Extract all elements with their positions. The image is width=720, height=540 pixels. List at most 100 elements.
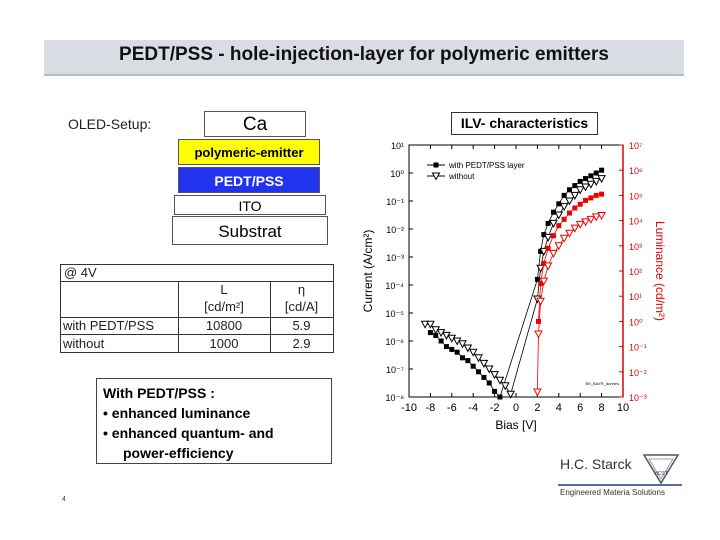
legend-label: with PEDT/PSS layer (448, 161, 525, 170)
summary-box: With PEDT/PSS : • enhanced luminance • e… (96, 378, 332, 464)
data-point (495, 376, 505, 385)
data-point (541, 260, 547, 266)
y-tick-label-left: 10⁻² (386, 225, 404, 235)
x-tick-label: 10 (617, 402, 629, 414)
data-point (538, 248, 544, 254)
data-point (545, 245, 551, 251)
data-point (420, 320, 430, 329)
layer-ca: Ca (204, 111, 306, 137)
data-point (543, 262, 553, 271)
logo-triangle-icon (642, 454, 680, 485)
table-col1-unit: [cd/m²] (204, 299, 244, 314)
page-number: 4 (62, 496, 66, 503)
summary-heading: With PEDT/PSS : (103, 385, 215, 401)
data-point (534, 330, 543, 339)
y-tick-label-left: 10⁻³ (386, 253, 404, 263)
data-point (534, 276, 540, 282)
data-point (500, 382, 510, 391)
data-point (591, 177, 601, 186)
y-tick-label-right: 10⁻³ (629, 393, 647, 403)
chart-title: ILV- characteristics (451, 112, 598, 135)
y-axis-title-right: Luminance (cd/m²) (653, 221, 667, 321)
table-row-label: without (63, 336, 105, 351)
data-point (581, 183, 590, 192)
data-point (570, 191, 580, 200)
y-tick-label-left: 10⁰ (390, 169, 404, 179)
table-row-l: 10800 (205, 318, 243, 333)
table-col2-symbol: η (297, 282, 306, 297)
data-point (554, 242, 564, 251)
data-point (460, 355, 465, 361)
data-point (593, 192, 599, 198)
data-point (581, 218, 590, 227)
data-point (476, 369, 482, 375)
data-point (586, 180, 596, 189)
data-point (572, 205, 578, 211)
data-point (454, 349, 460, 355)
x-tick-label: -4 (468, 402, 478, 414)
data-point (497, 394, 503, 400)
data-point (575, 220, 585, 229)
x-tick-label: 4 (556, 402, 562, 414)
legend-marker-triangle (431, 172, 441, 181)
y-tick-label-left: 10⁻⁸ (385, 393, 404, 403)
data-point (427, 330, 433, 336)
data-point (593, 170, 599, 176)
data-point (599, 167, 605, 173)
x-tick-label: -6 (447, 402, 457, 414)
ilv-chart: -10 -8 -6 -4 -2 0 2 4 6 8 10 10¹ 10⁰ 10⁻¹ 10⁻² 10⁻³ 10⁻⁴… (361, 141, 667, 432)
summary-bullet-continuation: power-efficiency (123, 445, 234, 461)
data-point (536, 297, 545, 306)
x-tick-label: 8 (599, 402, 605, 414)
performance-table: @ 4V L [cd/m²] η [cd/A] with PEDT/PSS 10… (60, 264, 334, 353)
data-point (545, 220, 551, 226)
data-point (586, 215, 596, 224)
data-point (538, 281, 544, 287)
layer-pedt-pss: PEDT/PSS (178, 167, 320, 193)
data-point (588, 195, 594, 201)
data-point (556, 201, 562, 207)
y-tick-label-right: 10³ (629, 242, 642, 252)
y-tick-label-left: 10¹ (391, 141, 404, 151)
data-point (479, 359, 489, 368)
data-point (599, 191, 605, 197)
data-point (572, 183, 578, 189)
data-point (556, 223, 562, 229)
x-axis-title: Bias [V] (495, 418, 536, 432)
data-point (567, 210, 572, 216)
y-tick-label-right: 10⁻¹ (629, 343, 647, 353)
y-tick-label-left: 10⁻⁶ (386, 337, 405, 347)
table-row-l: 1000 (209, 336, 239, 351)
logo-name: H.C. Starck (560, 456, 633, 472)
logo-tagline: Engineered Materia Solutions (560, 488, 665, 497)
data-point (481, 374, 487, 380)
data-point (583, 197, 589, 203)
y-tick-label-right: 10⁶ (629, 166, 643, 176)
data-point (465, 358, 471, 364)
y-tick-label-right: 10² (629, 267, 642, 277)
table-row-label: with PEDT/PSS (63, 318, 155, 333)
data-point (549, 249, 558, 258)
hc-starck-logo: H.C. Starck HCST Engineered Materia Solu… (558, 454, 682, 497)
y-tick-label-right: 10⁴ (629, 217, 643, 227)
data-point (486, 380, 492, 386)
data-point (458, 340, 467, 349)
layer-substrat: Substrat (172, 216, 328, 245)
layer-ito: ITO (174, 195, 326, 215)
y-tick-label-left: 10⁻¹ (386, 197, 404, 207)
data-point (591, 213, 601, 222)
summary-bullet: • enhanced luminance (103, 405, 251, 421)
data-point (554, 211, 564, 220)
data-point (561, 192, 567, 198)
data-point (468, 348, 478, 357)
data-point (541, 232, 547, 238)
data-point (577, 201, 583, 207)
data-point (426, 320, 435, 329)
data-point (550, 233, 556, 239)
y-tick-label-right: 10⁷ (629, 141, 642, 151)
data-point (559, 203, 569, 212)
x-tick-label: 0 (513, 402, 519, 414)
data-point (588, 173, 594, 179)
series-line (430, 169, 602, 398)
data-point (490, 371, 499, 380)
